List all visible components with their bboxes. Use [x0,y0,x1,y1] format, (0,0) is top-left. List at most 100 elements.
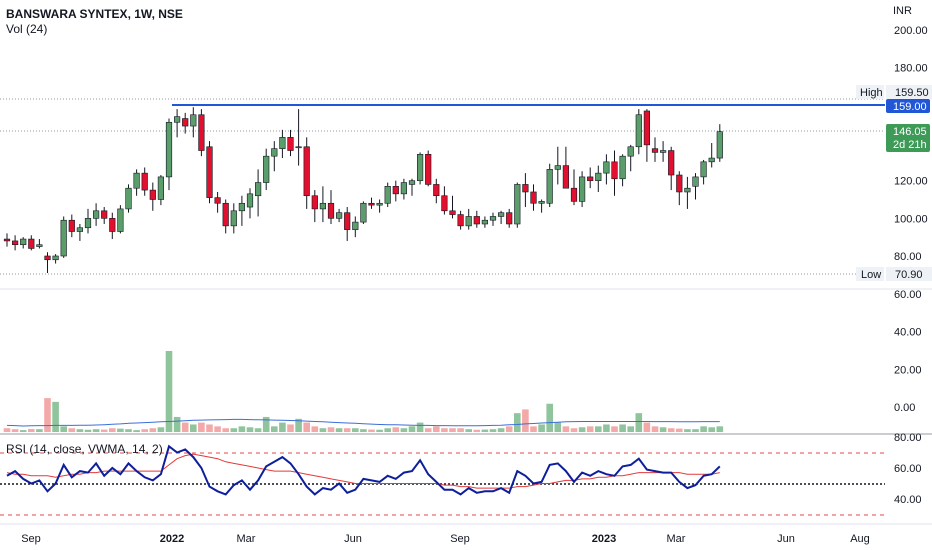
candle-body [198,114,205,151]
volume-bar [643,422,651,432]
volume-bar [659,427,667,432]
volume-bar [222,428,229,432]
volume-bar [246,427,254,432]
candle-body [433,184,440,197]
volume-bar [254,428,262,432]
candle-body [344,212,351,230]
candle-body [133,172,140,189]
volume-axis[interactable]: 60.00 40.00 20.00 0.00 [894,289,922,414]
volume-bar [335,428,343,432]
candle-body [60,219,67,257]
volume-bar [505,426,513,432]
candle-body [20,238,27,246]
candle-body [165,121,173,178]
volume-bar [271,426,278,432]
volume-bar [3,428,11,432]
rsi-axis[interactable]: 80.00 60.00 40.00 [894,432,922,506]
rsi-tick-label: 40.00 [894,494,922,506]
rsi-ma-line [6,453,720,489]
volume-bar [343,428,351,432]
volume-bar [408,426,416,432]
volume-bar [481,429,489,432]
candle-body [416,154,424,181]
candle-body [489,216,497,221]
rsi-legend[interactable]: RSI (14, close, VWMA, 14, 2) [6,442,163,456]
bar-countdown: 2d 21h [893,139,927,151]
candlesticks [3,107,723,273]
candle-body [93,210,100,219]
candle-body [603,161,610,174]
candle-body [3,238,11,242]
time-tick-label: Mar [237,533,256,545]
resistance-value: 159.00 [893,101,927,113]
volume-bar [125,429,132,432]
candle-body [84,218,92,229]
volume-bar [327,427,335,432]
volume-bar [165,351,173,432]
volume-bar [117,428,124,432]
candle-body [627,146,634,157]
time-tick-label: Aug [850,533,870,545]
volume-bar [100,429,108,432]
candle-body [52,255,59,261]
high-value-bg [886,85,932,99]
candle-body [611,161,618,180]
volume-bar [68,428,76,432]
candle-body [238,202,246,212]
currency-label: INR [893,5,912,17]
volume-bars [3,351,724,432]
candle-body [271,148,278,157]
candle-body [530,191,537,204]
candle-body [570,187,578,202]
volume-bar [198,422,205,432]
candle-body [149,189,156,200]
candle-body [578,176,586,202]
candle-body [360,202,367,223]
volume-bar [570,428,578,432]
volume-bar [562,426,570,432]
volume-bar [36,429,43,432]
candle-body [643,110,650,146]
candle-body [246,193,254,208]
candle-body [214,197,221,204]
volume-bar [173,416,181,432]
candle-body [562,165,569,189]
last-price-value: 146.05 [893,126,927,138]
volume-bar [190,424,197,432]
candle-body [174,116,181,123]
volume-tick-label: 40.00 [894,327,922,339]
volume-bar [514,413,521,432]
volume-bar [11,429,19,432]
volume-bar [465,429,472,432]
volume-bar [433,426,440,432]
volume-bar [84,429,92,432]
candle-body [481,219,489,225]
candle-body [376,202,383,206]
volume-bar [109,428,116,432]
candle-body [327,202,335,219]
time-tick-label: 2023 [592,533,616,545]
candle-body [400,182,408,195]
last-price-tag-bg [886,124,930,152]
volume-bar [489,429,497,432]
candle-body [441,195,448,212]
volume-legend[interactable]: Vol (24) [6,22,47,36]
volume-bar [44,398,51,432]
resistance-tag-bg [886,99,930,113]
candle-body [368,202,375,206]
candle-body [635,114,642,148]
time-axis[interactable]: Sep 2022 Mar Jun Sep 2023 Mar Jun Aug [21,533,870,545]
candle-body [514,184,521,225]
candle-body [36,244,43,247]
volume-bar [295,418,302,432]
volume-bar [319,428,327,432]
volume-tick-label: 20.00 [894,364,922,376]
symbol-title[interactable]: BANSWARA SYNTEX, 1W, NSE [6,7,183,21]
candle-body [295,146,302,149]
volume-bar [19,430,27,432]
high-value: 159.50 [895,87,929,99]
price-tick-label: 120.00 [894,176,928,188]
volume-bar [141,429,148,432]
price-tick-label: 200.00 [894,25,928,37]
